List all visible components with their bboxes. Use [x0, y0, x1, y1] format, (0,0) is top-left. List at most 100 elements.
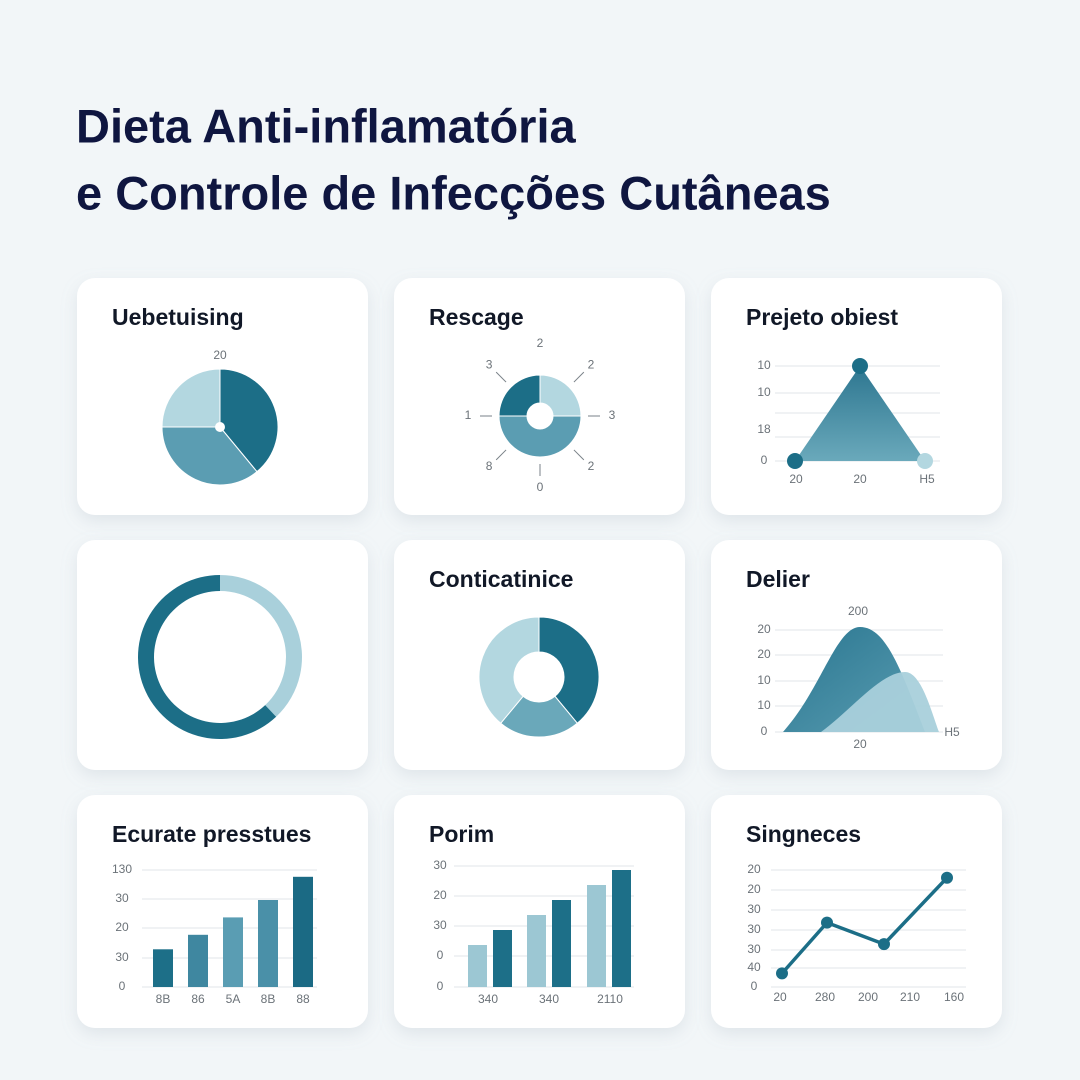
card: Ecurate presstues 130 30 20 30 0 8B 86 5A 8B 88	[77, 795, 368, 1028]
card-title: Ecurate presstues	[112, 821, 311, 847]
bar	[223, 917, 243, 987]
bar	[153, 949, 173, 987]
y-labels: 20	[433, 888, 447, 902]
slice	[161, 368, 221, 428]
bar	[468, 945, 487, 987]
x-labels: 20	[853, 737, 867, 751]
point	[917, 453, 933, 469]
y-labels: 10	[757, 385, 771, 399]
title-line: Dieta Anti-inflamatória	[76, 99, 577, 152]
x-labels: 2110	[597, 992, 623, 1006]
card-title: Prejeto obiest	[746, 304, 898, 330]
x-labels: 88	[296, 992, 310, 1006]
y-labels: 0	[437, 948, 444, 962]
y-labels: 20	[115, 920, 129, 934]
labels: 3	[609, 408, 616, 422]
spoke	[495, 371, 507, 383]
spoke	[495, 449, 507, 461]
card-bg	[77, 540, 368, 770]
x-labels: H5	[944, 725, 960, 739]
slice	[478, 616, 540, 724]
x-labels: 20	[773, 990, 787, 1004]
card: Prejeto obiest 10 10 18 0 20 20 H5	[711, 278, 1002, 515]
labels: 3	[486, 357, 493, 371]
y-labels: 130	[112, 862, 132, 876]
x-labels: 20	[789, 472, 803, 486]
line	[780, 876, 949, 975]
bar	[258, 900, 278, 987]
y-labels: 20	[757, 622, 771, 636]
labels: 2	[537, 336, 544, 350]
labels: 200	[848, 604, 868, 618]
bar	[293, 876, 313, 987]
y-labels: 0	[761, 724, 768, 738]
card-title: Porim	[429, 821, 494, 847]
x-labels: H5	[919, 472, 935, 486]
card-title: Conticatinice	[429, 566, 573, 592]
card	[77, 540, 368, 770]
slice	[219, 368, 279, 473]
card-title: Singneces	[746, 821, 861, 847]
card: Rescage 2 2 3 2 0 8 1 3	[394, 278, 685, 515]
labels: 20	[213, 348, 227, 362]
x-labels: 160	[944, 990, 964, 1004]
card: Delier 20 20 10 10 0 200 20 H5	[711, 540, 1002, 770]
x-labels: 8B	[156, 992, 171, 1006]
y-labels: 0	[761, 453, 768, 467]
y-labels: 10	[757, 673, 771, 687]
y-labels: 30	[747, 942, 761, 956]
bar	[552, 900, 571, 987]
y-labels: 30	[747, 922, 761, 936]
point	[852, 358, 868, 374]
labels: 2	[588, 459, 595, 473]
bar	[527, 915, 546, 987]
x-labels: 210	[900, 990, 920, 1004]
x-labels: 8B	[261, 992, 276, 1006]
y-labels: 20	[757, 647, 771, 661]
ring-segment	[220, 575, 302, 717]
y-labels: 40	[747, 960, 761, 974]
y-labels: 30	[115, 950, 129, 964]
labels: 8	[486, 459, 493, 473]
card-title: Delier	[746, 566, 810, 592]
point	[941, 871, 953, 884]
point	[821, 916, 833, 929]
x-labels: 86	[191, 992, 205, 1006]
point	[787, 453, 803, 469]
slice	[498, 415, 582, 458]
bar	[188, 934, 208, 987]
card: Uebetuising 20	[77, 278, 368, 515]
y-labels: 0	[751, 979, 758, 993]
point	[776, 967, 788, 980]
card-title: Uebetuising	[112, 304, 244, 330]
x-labels: 200	[858, 990, 878, 1004]
center-dot	[215, 422, 225, 432]
y-labels: 20	[747, 882, 761, 896]
bar	[493, 930, 512, 987]
spoke	[573, 449, 585, 461]
point	[878, 938, 890, 951]
y-labels: 30	[433, 918, 447, 932]
slice	[161, 426, 258, 486]
title-line: e Controle de Infecções Cutâneas	[76, 166, 831, 219]
slice	[539, 374, 582, 417]
x-labels: 20	[853, 472, 867, 486]
y-labels: 20	[747, 862, 761, 876]
x-labels: 280	[815, 990, 835, 1004]
x-labels: 340	[539, 992, 559, 1006]
y-labels: 0	[437, 979, 444, 993]
card-bg	[394, 540, 685, 770]
x-labels: 5A	[226, 992, 241, 1006]
y-labels: 30	[747, 902, 761, 916]
labels: 2	[588, 357, 595, 371]
card: Conticatinice	[394, 540, 685, 770]
y-labels: 0	[119, 979, 126, 993]
y-labels: 10	[757, 358, 771, 372]
x-labels: 340	[478, 992, 498, 1006]
labels: 1	[465, 408, 472, 422]
y-labels: 18	[757, 422, 771, 436]
slice	[498, 374, 541, 417]
bar	[612, 870, 631, 987]
triangle-area	[795, 366, 925, 461]
